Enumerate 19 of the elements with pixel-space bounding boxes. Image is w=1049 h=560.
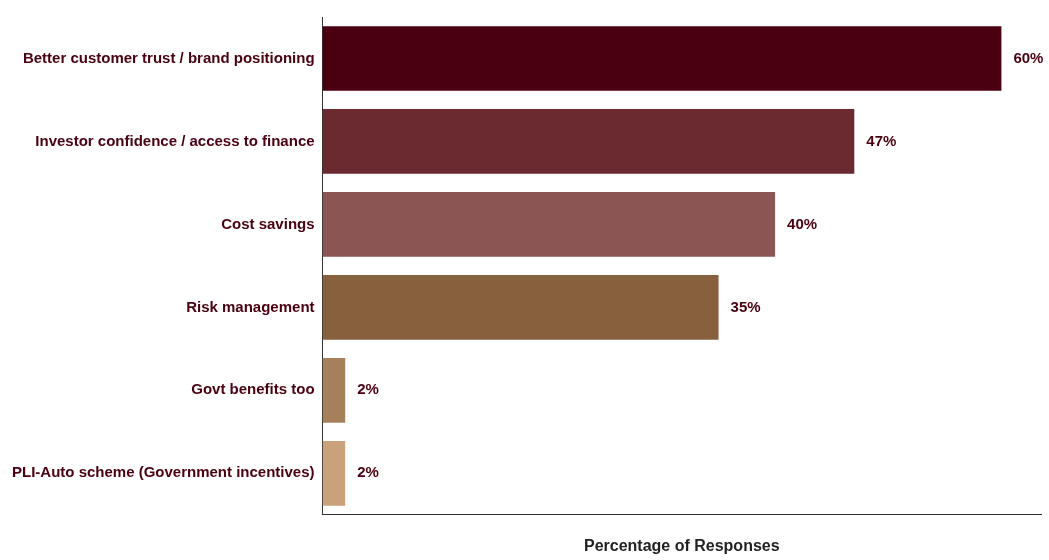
y-tick-label: Risk management	[186, 297, 315, 315]
bar	[322, 275, 719, 340]
y-tick-label: Cost savings	[221, 214, 315, 232]
y-tick-label: PLI-Auto scheme (Government incentives)	[11, 463, 315, 481]
bar	[322, 357, 346, 423]
data-label: 60%	[1013, 48, 1044, 66]
data-label: 2%	[357, 380, 379, 398]
data-label: 35%	[730, 297, 761, 315]
bar	[322, 192, 776, 257]
y-tick-label: Investor confidence / access to finance	[35, 131, 315, 149]
y-tick-label: Govt benefits too	[191, 380, 315, 398]
bar	[322, 26, 1002, 91]
data-label: 40%	[787, 214, 818, 232]
bar	[322, 109, 855, 174]
data-label: 2%	[357, 463, 379, 481]
x-axis-title: Percentage of Responses	[583, 536, 780, 554]
bar	[322, 440, 346, 506]
data-label: 47%	[866, 131, 897, 149]
y-tick-label: Better customer trust / brand positioning	[22, 48, 315, 66]
